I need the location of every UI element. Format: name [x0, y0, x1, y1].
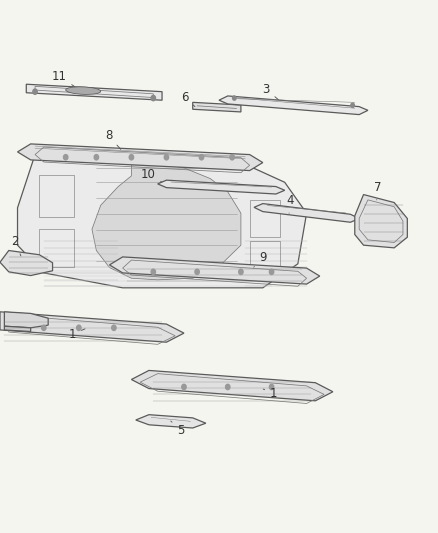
- Polygon shape: [92, 163, 241, 280]
- Polygon shape: [18, 155, 307, 288]
- Bar: [250, 241, 280, 276]
- Circle shape: [239, 269, 243, 274]
- Circle shape: [64, 155, 68, 160]
- Circle shape: [129, 155, 134, 160]
- Circle shape: [164, 155, 169, 160]
- Bar: [250, 200, 280, 237]
- Polygon shape: [4, 326, 31, 332]
- Circle shape: [77, 325, 81, 330]
- Circle shape: [230, 155, 234, 160]
- Text: 1: 1: [68, 328, 85, 341]
- Polygon shape: [136, 415, 206, 428]
- Text: 1: 1: [263, 387, 278, 400]
- Circle shape: [233, 96, 236, 100]
- Circle shape: [151, 95, 155, 101]
- Circle shape: [151, 269, 155, 274]
- Text: 2: 2: [11, 236, 21, 256]
- Polygon shape: [131, 370, 333, 401]
- Text: 5: 5: [171, 421, 184, 437]
- Polygon shape: [193, 102, 241, 112]
- Polygon shape: [4, 312, 48, 328]
- Circle shape: [182, 384, 186, 390]
- Circle shape: [42, 325, 46, 330]
- Text: 11: 11: [52, 70, 74, 86]
- Text: 7: 7: [374, 181, 381, 200]
- Circle shape: [94, 155, 99, 160]
- Ellipse shape: [66, 87, 101, 94]
- Polygon shape: [0, 251, 53, 276]
- Polygon shape: [18, 144, 263, 171]
- Polygon shape: [219, 96, 368, 115]
- Polygon shape: [158, 180, 285, 194]
- Polygon shape: [26, 84, 162, 100]
- Circle shape: [226, 384, 230, 390]
- Text: 4: 4: [286, 195, 294, 213]
- Text: 6: 6: [181, 91, 195, 107]
- Text: 9: 9: [254, 252, 267, 267]
- Circle shape: [33, 89, 37, 94]
- Polygon shape: [254, 204, 359, 222]
- Polygon shape: [0, 312, 184, 342]
- Text: 8: 8: [105, 130, 121, 149]
- Text: 10: 10: [141, 168, 162, 182]
- Text: 3: 3: [263, 83, 278, 100]
- Bar: [39, 175, 74, 217]
- Circle shape: [195, 269, 199, 274]
- Circle shape: [112, 325, 116, 330]
- Bar: [39, 229, 74, 266]
- Circle shape: [199, 155, 204, 160]
- Circle shape: [269, 269, 274, 274]
- Circle shape: [269, 384, 274, 390]
- Polygon shape: [355, 195, 407, 248]
- Polygon shape: [110, 257, 320, 284]
- Circle shape: [351, 103, 354, 108]
